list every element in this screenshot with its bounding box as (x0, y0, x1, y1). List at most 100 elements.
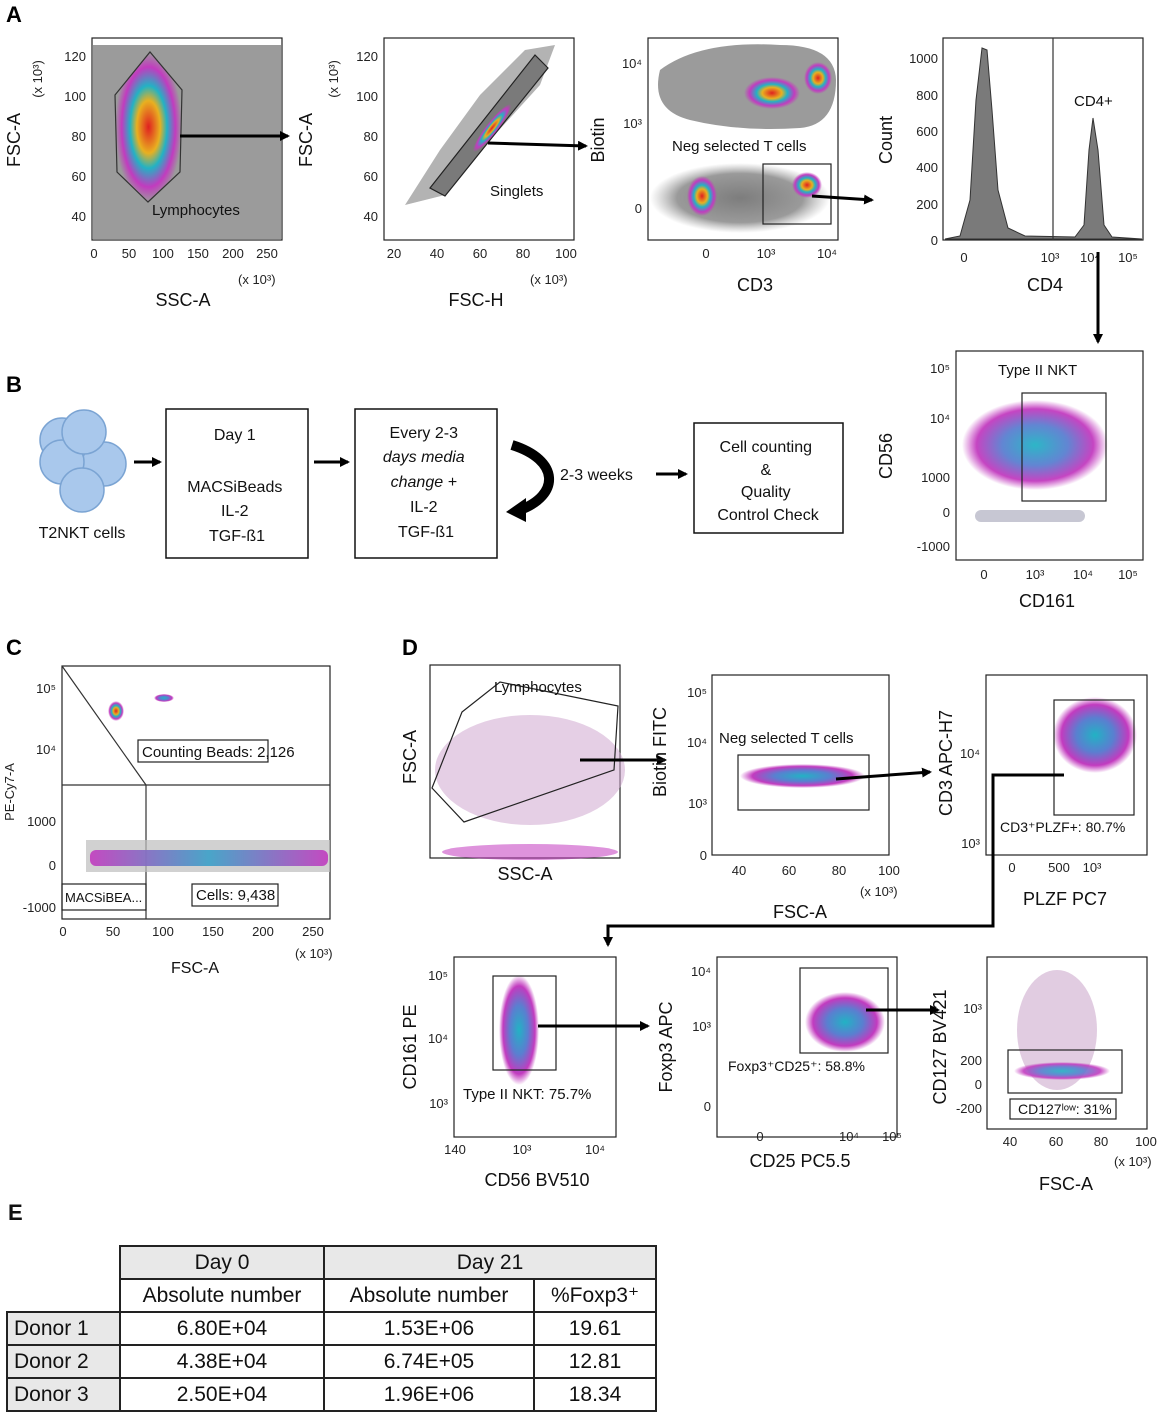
tick: 0 (980, 567, 987, 582)
table-cell: 18.34 (533, 1377, 657, 1412)
x-axis-label: CD4 (1027, 275, 1063, 295)
tick: 0 (59, 924, 66, 939)
table-cell: 4.38E+04 (119, 1344, 325, 1379)
expansion-table: Day 0 Day 21 Absolute number Absolute nu… (6, 1245, 657, 1412)
density-cloud (499, 975, 539, 1085)
line: MACSiBeads (187, 479, 282, 496)
x-unit: (x 10³) (1114, 1154, 1152, 1169)
panel-a-plot-cd4-histogram: CD4+ 1000 800 600 400 200 0 0 10³ 10⁴ 10… (876, 37, 1144, 295)
table-corner (7, 1279, 120, 1312)
tick: 60 (364, 169, 378, 184)
tick: 20 (387, 246, 401, 261)
y-axis-label: CD3 APC-H7 (936, 710, 956, 816)
y-axis-label: CD56 (876, 433, 896, 479)
gate-label: Type II NKT (998, 362, 1077, 379)
table-corner (7, 1246, 120, 1279)
x-ticks: 0 10³ 10⁴ 10⁵ (960, 250, 1138, 265)
cycle-arrow-head (506, 498, 526, 522)
y-ticks: 10³ 200 0 -200 (956, 1001, 983, 1116)
y-ticks: 10⁴ 10³ (960, 746, 981, 851)
tick: 1000 (27, 814, 56, 829)
gate-label: Neg selected T cells (672, 138, 807, 155)
x-axis-label: FSC-A (1039, 1174, 1093, 1194)
tick: 100 (356, 89, 378, 104)
x-ticks: 0 50 100 150 200 250 (90, 246, 277, 261)
step-box-day1 (165, 408, 309, 559)
x-unit: (x 10³) (530, 272, 568, 287)
tick: 200 (222, 246, 244, 261)
x-axis-label: FSC-A (773, 902, 827, 922)
group-header-day21: Day 21 (323, 1245, 657, 1280)
gate-label: Neg selected T cells (719, 730, 854, 747)
y-axis-label: FSC-A (296, 113, 316, 167)
y-ticks: 10⁴ 10³ 0 (622, 56, 643, 216)
table-cell: 12.81 (533, 1344, 657, 1379)
x-axis-label: PLZF PC7 (1023, 889, 1107, 909)
y-axis-label: CD127 BV421 (930, 989, 950, 1104)
y-axis-label: CD161 PE (400, 1004, 420, 1089)
cells-count-label: Cells: 9,438 (196, 887, 275, 904)
gating-arrow-connector (603, 773, 1064, 947)
tick: 0 (635, 201, 642, 216)
tick: 100 (152, 246, 174, 261)
y-ticks: 120 100 80 60 40 (64, 49, 86, 224)
tick: 10⁵ (36, 681, 56, 696)
density-cloud (740, 764, 865, 788)
tick: 40 (1003, 1134, 1017, 1149)
x-ticks: 0 10³ 10⁴ (702, 246, 837, 261)
tick: 10⁴ (839, 1129, 859, 1144)
tick: 10⁵ (687, 685, 707, 700)
tick: 60 (1049, 1134, 1063, 1149)
gate-label: Foxp3⁺CD25⁺: 58.8% (728, 1058, 865, 1074)
tick: 0 (975, 1077, 982, 1092)
table-cell: 6.74E+05 (323, 1344, 535, 1379)
cells-label: T2NKT cells (39, 525, 126, 542)
tick: 10³ (1041, 250, 1060, 265)
tick: 0 (702, 246, 709, 261)
tick: 40 (430, 246, 444, 261)
tick: 100 (555, 246, 577, 261)
panel-c-counting-beads: Counting Beads: 2,126 MACSiBEA... Cells:… (2, 665, 333, 977)
y-axis-label: Biotin FITC (650, 707, 670, 797)
tick: 1000 (909, 51, 938, 66)
cycle-arrow-icon (510, 440, 554, 515)
tick: 60 (782, 863, 796, 878)
y-ticks: 10⁵ 10⁴ 1000 0 -1000 (23, 681, 56, 915)
tick: 80 (1094, 1134, 1108, 1149)
tick: 250 (256, 246, 278, 261)
tick: 60 (72, 169, 86, 184)
tick: 10³ (429, 1096, 448, 1111)
y-axis-label: FSC-A (400, 730, 420, 784)
panel-b-protocol: T2NKT cells Day 1 MACSiBeads IL-2 TGF-ß1… (39, 408, 844, 559)
tick: 10⁴ (1073, 567, 1093, 582)
tick: 10⁴ (687, 735, 707, 750)
tick: 0 (960, 250, 967, 265)
panel-letter-b: B (6, 372, 22, 397)
tick: 10³ (961, 836, 980, 851)
lymphocyte-gate (431, 681, 619, 823)
x-ticks: 140 10³ 10⁴ (444, 1142, 605, 1157)
tick: 150 (187, 246, 209, 261)
table-cell: 6.80E+04 (119, 1311, 325, 1346)
tick: 80 (516, 246, 530, 261)
tick: 60 (473, 246, 487, 261)
line: Day 1 (214, 427, 256, 444)
step-text-day1: Day 1 MACSiBeads IL-2 TGF-ß1 (187, 427, 287, 545)
plot-frame (61, 665, 331, 920)
neg-selected-gate (762, 163, 832, 225)
tick: 200 (252, 924, 274, 939)
x-ticks: 0 10⁴ 10⁵ (756, 1129, 902, 1144)
tick: 400 (916, 160, 938, 175)
tick: 100 (878, 863, 900, 878)
tick: 500 (1048, 860, 1070, 875)
cd127-low-gate (1007, 1049, 1123, 1094)
line: IL-2 (221, 503, 249, 520)
tick: 120 (356, 49, 378, 64)
tick: 10⁵ (882, 1129, 902, 1144)
tick: 10⁴ (622, 56, 642, 71)
tick: 10³ (692, 1019, 711, 1034)
x-axis-label: CD25 PC5.5 (749, 1151, 850, 1171)
tick: 150 (202, 924, 224, 939)
panel-d-plot-foxp3-cd25: Foxp3⁺CD25⁺: 58.8% 10⁴ 10³ 0 0 10⁴ 10⁵ F… (656, 956, 902, 1171)
gate-label: CD4+ (1074, 93, 1113, 110)
